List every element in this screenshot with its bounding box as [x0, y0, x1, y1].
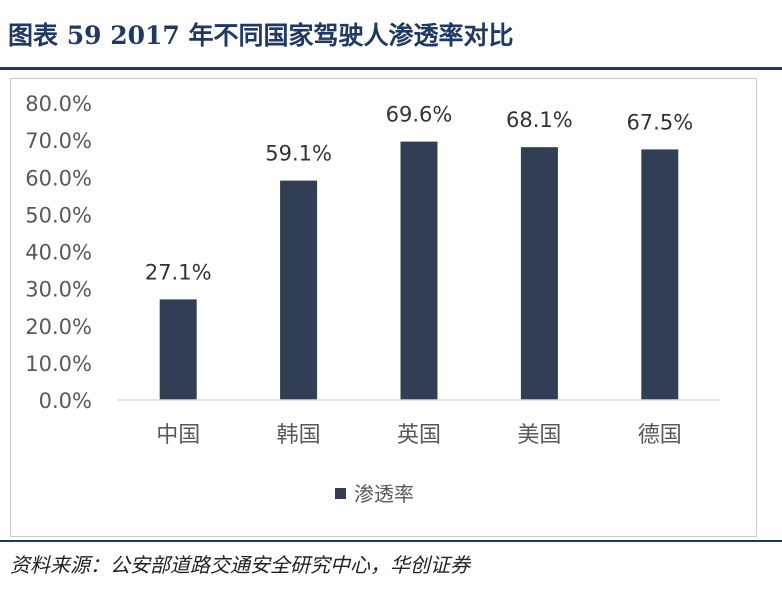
- y-tick-label: 0.0%: [39, 389, 92, 413]
- y-tick-label: 30.0%: [25, 278, 92, 302]
- bar: [280, 180, 318, 400]
- footer-divider: [0, 540, 782, 542]
- data-label: 27.1%: [145, 260, 212, 284]
- bar: [400, 141, 438, 401]
- title-divider: [0, 67, 782, 70]
- y-tick-label: 40.0%: [25, 241, 92, 265]
- data-label: 69.6%: [386, 103, 453, 127]
- x-tick-label: 中国: [156, 423, 200, 448]
- source-note: 资料来源：公安部道路交通安全研究中心，华创证券: [10, 553, 470, 577]
- legend-swatch: [335, 488, 346, 499]
- x-tick-label: 英国: [397, 423, 441, 448]
- x-tick-label: 德国: [638, 423, 682, 448]
- y-tick-label: 70.0%: [25, 129, 92, 153]
- data-labels: 27.1% 59.1% 69.6% 68.1% 67.5%: [145, 103, 693, 285]
- legend-label: 渗透率: [354, 482, 414, 506]
- bars: [159, 141, 679, 401]
- data-label: 59.1%: [265, 142, 332, 166]
- figure-title: 图表 59 2017 年不同国家驾驶人渗透率对比: [8, 21, 514, 50]
- y-tick-label: 50.0%: [25, 203, 92, 227]
- y-tick-label: 80.0%: [25, 92, 92, 116]
- x-axis: 中国 韩国 英国 美国 德国: [118, 399, 720, 448]
- x-tick-label: 韩国: [277, 423, 321, 448]
- x-tick-label: 美国: [517, 423, 561, 448]
- legend: 渗透率: [335, 482, 414, 506]
- y-tick-label: 10.0%: [25, 352, 92, 376]
- bar: [520, 147, 558, 400]
- data-label: 67.5%: [626, 110, 693, 134]
- bar: [641, 149, 679, 400]
- chart-frame: [10, 78, 757, 537]
- data-label: 68.1%: [506, 108, 573, 132]
- y-tick-label: 20.0%: [25, 315, 92, 339]
- y-axis: 0.0% 10.0% 20.0% 30.0% 40.0% 50.0% 60.0% 70.0% 8…: [25, 92, 92, 413]
- bar: [159, 299, 197, 400]
- y-tick-label: 60.0%: [25, 166, 92, 190]
